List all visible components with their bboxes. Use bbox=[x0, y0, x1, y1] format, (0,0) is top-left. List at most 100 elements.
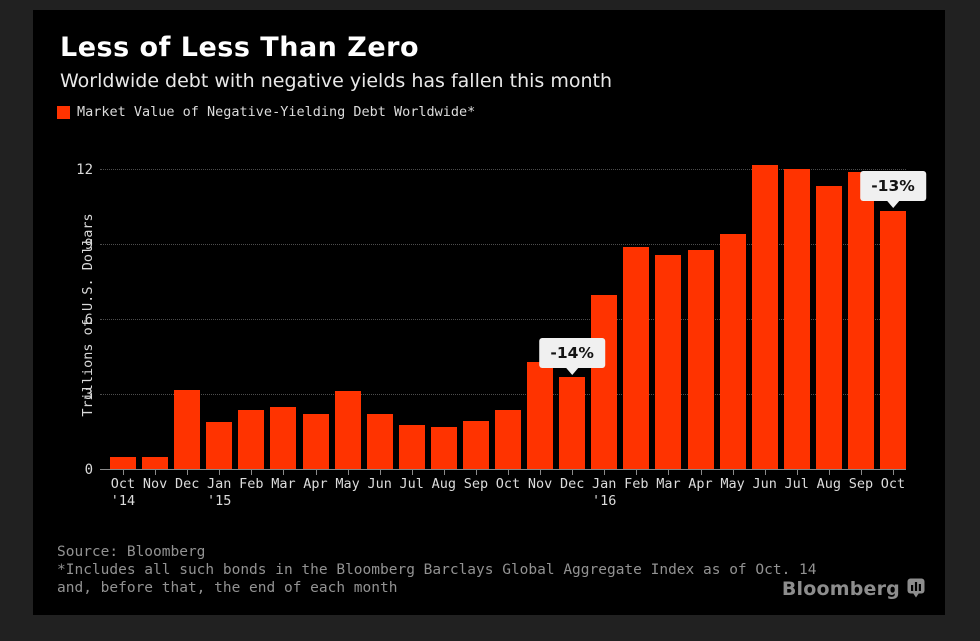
legend-swatch-icon bbox=[57, 105, 70, 119]
bar-Oct-12 bbox=[495, 410, 521, 470]
bar-Jan-3 bbox=[206, 422, 233, 470]
x-tick-label: Oct bbox=[110, 476, 136, 492]
x-tick bbox=[475, 470, 477, 475]
x-tick-label: Feb bbox=[624, 476, 649, 492]
x-tick-label: Jul bbox=[784, 476, 809, 492]
bar-Feb-16 bbox=[623, 247, 650, 470]
x-tick bbox=[508, 470, 509, 475]
x-tick-label: Nov bbox=[142, 476, 168, 492]
x-tick bbox=[315, 470, 317, 475]
x-tick-label: Jul bbox=[399, 476, 424, 492]
x-tick bbox=[604, 470, 606, 475]
bar-Apr-18 bbox=[687, 250, 714, 470]
x-tick bbox=[283, 470, 285, 475]
gridline-y12 bbox=[100, 169, 906, 170]
callout--13%: -13% bbox=[860, 171, 926, 209]
y-tick-label-9: 9 bbox=[84, 237, 93, 253]
x-tick-label: Sep bbox=[463, 476, 489, 492]
x-tick-label: Oct bbox=[880, 476, 906, 492]
x-tick bbox=[379, 470, 381, 475]
x-tick-label: Sep bbox=[848, 476, 874, 492]
x-tick-label: May bbox=[335, 476, 360, 492]
bar-Oct-24 bbox=[880, 211, 906, 470]
x-year-label: '14 bbox=[110, 493, 136, 509]
callout--14%: -14% bbox=[539, 337, 605, 375]
x-tick bbox=[123, 470, 124, 475]
x-tick bbox=[893, 470, 894, 475]
x-tick-label: Apr bbox=[688, 476, 713, 492]
gridline-y9 bbox=[100, 244, 906, 245]
x-year-label: '15 bbox=[207, 493, 232, 509]
x-tick bbox=[251, 470, 253, 475]
x-tick-label: Mar bbox=[656, 476, 681, 492]
bar-Nov-1 bbox=[142, 457, 169, 470]
x-tick-label: Jun bbox=[367, 476, 392, 492]
legend-label: Market Value of Negative-Yielding Debt W… bbox=[77, 104, 476, 120]
bar-Nov-13 bbox=[527, 362, 554, 470]
x-tick-label: Jan bbox=[592, 476, 617, 492]
x-tick-label: Aug bbox=[816, 476, 842, 492]
footer-notes: Source: Bloomberg *Includes all such bon… bbox=[57, 543, 817, 597]
bar-Sep-23 bbox=[847, 172, 874, 470]
x-tick bbox=[219, 470, 221, 475]
x-tick-label: Oct bbox=[495, 476, 521, 492]
x-tick-label: Nov bbox=[527, 476, 553, 492]
bar-Sep-11 bbox=[462, 421, 489, 470]
footnote-line-2: and, before that, the end of each month bbox=[57, 580, 398, 596]
bar-Jul-21 bbox=[783, 169, 810, 470]
x-tick bbox=[764, 470, 766, 475]
x-tick-label: Dec bbox=[174, 476, 200, 492]
plot-area: Oct '14 Nov Dec Jan '15 Feb Mar Apr May Jun Jul Aug S… bbox=[100, 150, 926, 509]
x-tick bbox=[411, 470, 413, 475]
bar-Mar-17 bbox=[655, 255, 682, 470]
bar-Dec-2 bbox=[174, 390, 201, 470]
x-tick-label: Dec bbox=[559, 476, 585, 492]
bar-Jun-20 bbox=[751, 165, 778, 470]
source-line: Source: Bloomberg bbox=[57, 544, 206, 560]
callout-pointer-icon bbox=[566, 367, 579, 375]
x-tick bbox=[155, 470, 157, 475]
y-tick-label-12: 12 bbox=[76, 162, 93, 178]
bar-May-7 bbox=[334, 391, 361, 470]
bar-Apr-6 bbox=[302, 414, 329, 470]
bar-Dec-14 bbox=[559, 377, 586, 470]
x-tick bbox=[347, 470, 349, 475]
x-tick-label: Feb bbox=[239, 476, 264, 492]
bar-Jul-9 bbox=[398, 425, 425, 470]
x-axis-line bbox=[100, 469, 906, 470]
footnote-line-1: *Includes all such bonds in the Bloomber… bbox=[57, 562, 817, 578]
bar-Oct-0 bbox=[110, 457, 136, 470]
x-tick bbox=[636, 470, 638, 475]
x-tick bbox=[668, 470, 670, 475]
x-tick-label: May bbox=[720, 476, 745, 492]
bar-May-19 bbox=[719, 234, 746, 470]
bar-Jan-15 bbox=[591, 295, 618, 470]
gridline-y3 bbox=[100, 394, 906, 395]
x-tick bbox=[443, 470, 445, 475]
bar-Jun-8 bbox=[366, 414, 393, 470]
bar-Feb-4 bbox=[238, 410, 265, 470]
x-tick bbox=[700, 470, 702, 475]
x-tick bbox=[828, 470, 830, 475]
chart-panel: Less of Less Than Zero Worldwide debt wi… bbox=[33, 10, 945, 615]
y-tick-label-0: 0 bbox=[84, 462, 93, 478]
bar-Aug-10 bbox=[430, 427, 457, 470]
x-tick-label: Apr bbox=[303, 476, 328, 492]
x-tick-label: Aug bbox=[431, 476, 457, 492]
x-year-label: '16 bbox=[592, 493, 617, 509]
x-tick bbox=[572, 470, 574, 475]
callout-pointer-icon bbox=[886, 201, 899, 209]
bar-Mar-5 bbox=[270, 407, 297, 470]
x-tick bbox=[860, 470, 862, 475]
bloomberg-wordmark: Bloomberg bbox=[781, 578, 900, 600]
chart-subtitle: Worldwide debt with negative yields has … bbox=[60, 70, 612, 92]
y-tick-label-3: 3 bbox=[84, 387, 93, 403]
bar-Aug-22 bbox=[815, 186, 842, 470]
x-tick-label: Jan bbox=[207, 476, 232, 492]
gridline-y6 bbox=[100, 319, 906, 320]
bloomberg-chart-bubble-icon bbox=[907, 578, 925, 602]
x-tick bbox=[540, 470, 542, 475]
x-tick bbox=[796, 470, 798, 475]
legend: Market Value of Negative-Yielding Debt W… bbox=[57, 104, 475, 120]
x-tick bbox=[732, 470, 734, 475]
